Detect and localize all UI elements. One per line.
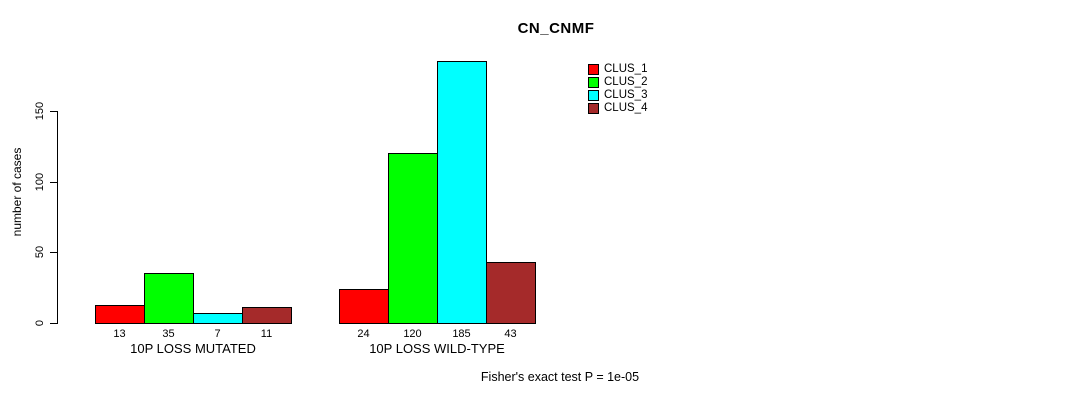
legend: CLUS_1 CLUS_2 CLUS_3 CLUS_4 xyxy=(588,63,647,115)
bar-clus_1-group2 xyxy=(339,289,389,324)
bar-value-label: 185 xyxy=(452,328,471,340)
legend-swatch-clus_1 xyxy=(588,64,599,75)
bar-clus_1-group1 xyxy=(95,304,145,324)
fisher-test-annotation: Fisher's exact test P = 1e-05 xyxy=(480,370,640,384)
y-axis-label: number of cases xyxy=(10,147,24,237)
y-axis-tick-label: 0 xyxy=(34,319,46,327)
bar-clus_2-group2 xyxy=(388,153,438,324)
y-axis-tick-label: 150 xyxy=(34,101,46,121)
legend-item: CLUS_1 xyxy=(588,63,647,76)
bar-value-label: 35 xyxy=(162,328,175,340)
y-axis-line xyxy=(57,110,58,324)
legend-label: CLUS_1 xyxy=(604,63,648,75)
category-label: 10P LOSS MUTATED xyxy=(130,341,256,356)
legend-swatch-clus_2 xyxy=(588,77,599,88)
bar-value-label: 13 xyxy=(113,328,126,340)
bar-value-label: 11 xyxy=(260,328,273,340)
bar-clus_2-group1 xyxy=(144,273,194,324)
y-axis-tick xyxy=(50,110,57,112)
y-axis-tick-label: 50 xyxy=(34,246,46,259)
bar-value-label: 7 xyxy=(214,328,221,340)
bar-clus_4-group1 xyxy=(242,307,292,324)
bar-value-label: 24 xyxy=(357,328,370,340)
bar-value-label: 43 xyxy=(504,328,517,340)
legend-item: CLUS_3 xyxy=(588,89,647,102)
bar-clus_3-group2 xyxy=(437,61,487,324)
category-label: 10P LOSS WILD-TYPE xyxy=(369,341,505,356)
bar-value-label: 120 xyxy=(403,328,422,340)
y-axis-tick xyxy=(50,252,57,254)
legend-label: CLUS_4 xyxy=(604,102,648,114)
bar-clus_4-group2 xyxy=(486,262,536,324)
legend-item: CLUS_2 xyxy=(588,76,647,89)
legend-label: CLUS_3 xyxy=(604,89,648,101)
legend-swatch-clus_3 xyxy=(588,90,599,101)
y-axis-tick xyxy=(50,181,57,183)
chart-title: CN_CNMF xyxy=(517,20,595,37)
y-axis-tick xyxy=(50,323,57,324)
legend-swatch-clus_4 xyxy=(588,103,599,114)
y-axis-tick-label: 100 xyxy=(34,172,46,191)
legend-label: CLUS_2 xyxy=(604,76,648,88)
bar-clus_3-group1 xyxy=(193,313,243,324)
legend-item: CLUS_4 xyxy=(588,102,647,115)
